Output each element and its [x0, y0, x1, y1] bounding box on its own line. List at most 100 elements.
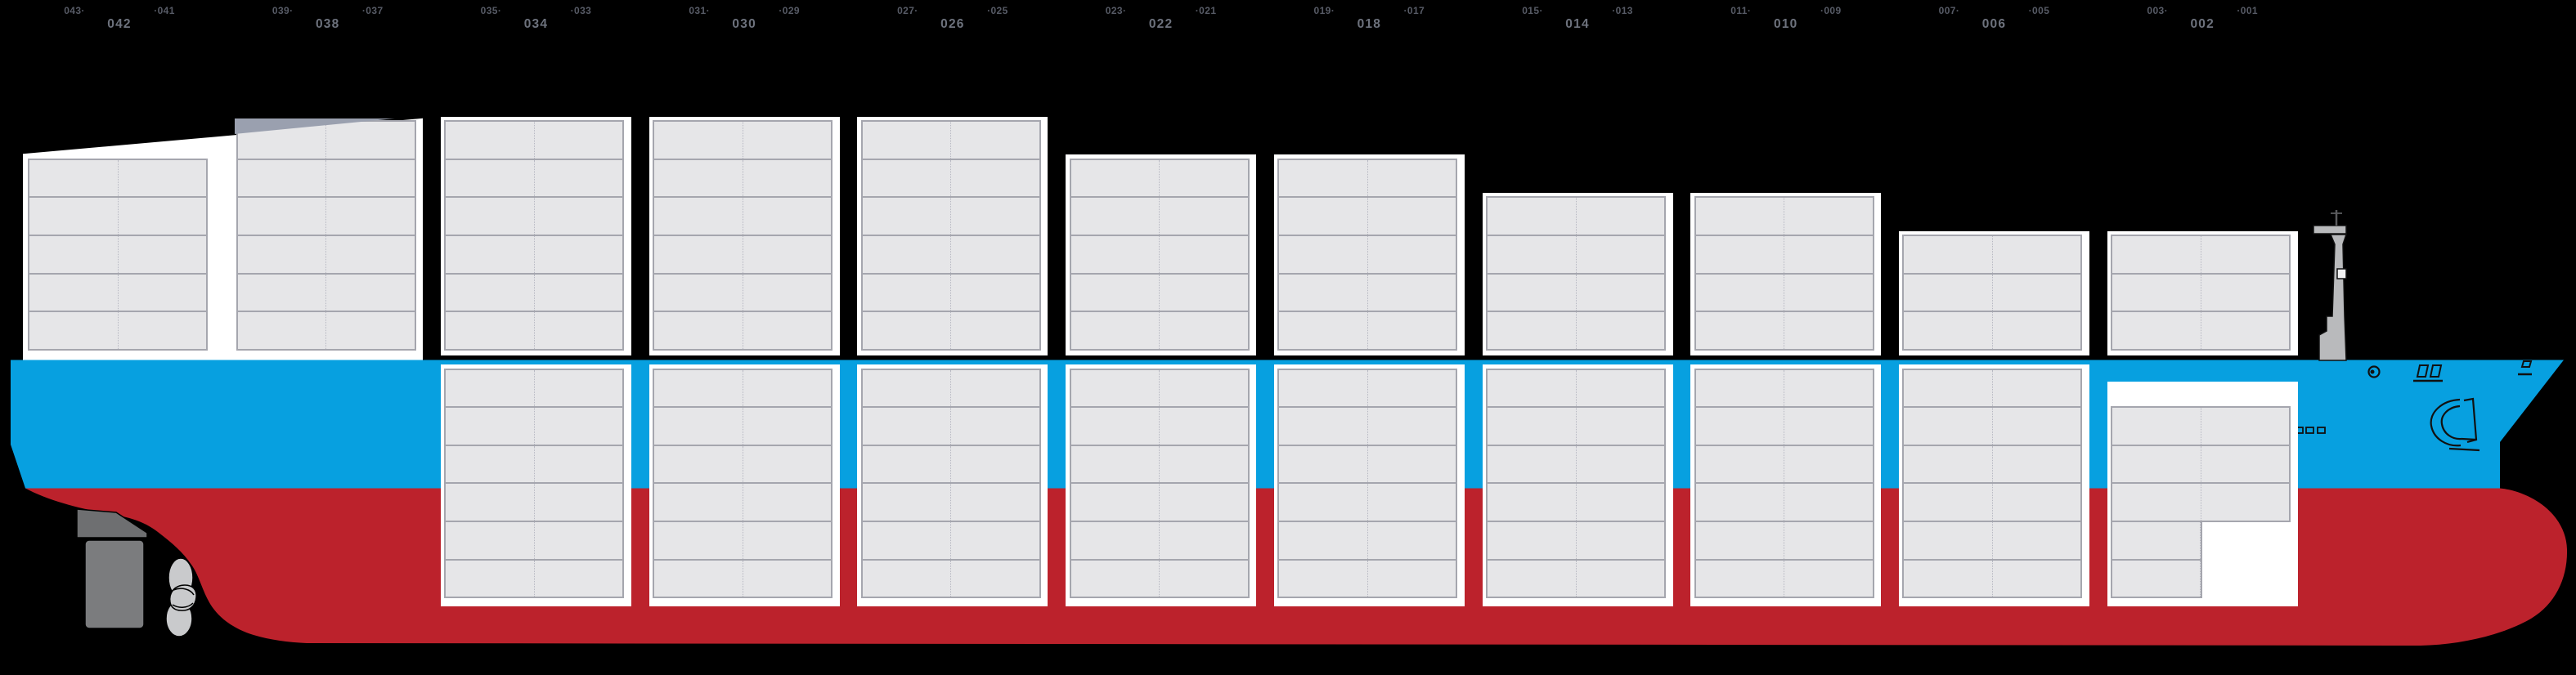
bay-006-deck-stack[interactable]: [1898, 230, 2089, 356]
container-tier: [1486, 406, 1667, 446]
container-tier: [1277, 482, 1458, 523]
container-tier: [1069, 558, 1250, 599]
container-tier: [860, 158, 1041, 199]
container-slot-fwd: [951, 484, 1039, 521]
container-tier: [1902, 368, 2083, 409]
bay-002-hold-stack[interactable]: [2107, 382, 2298, 606]
container-slot-aft: [1071, 236, 1160, 273]
container-tier: [653, 196, 833, 236]
bay-034-hold-stack[interactable]: [440, 364, 631, 606]
bay-014-hold-stack[interactable]: [1482, 364, 1673, 606]
container-tier: [1694, 235, 1874, 275]
container-slot-aft: [654, 159, 743, 197]
container-slot-fwd: [1784, 484, 1873, 521]
container-slot-aft: [1696, 274, 1785, 311]
container-slot-fwd: [1577, 275, 1665, 311]
container-slot-aft: [1488, 198, 1577, 235]
container-slot-aft: [1904, 484, 1993, 521]
container-tier: [2111, 482, 2291, 523]
bay-022-hold-stack[interactable]: [1066, 364, 1257, 606]
bay-010-deck-stack[interactable]: [1690, 192, 1882, 356]
container-slot-fwd: [1577, 312, 1665, 349]
bay-label-odd-aft: 035·: [480, 5, 502, 16]
bay-018-deck-stack[interactable]: [1273, 154, 1465, 356]
container-tier: [236, 158, 416, 199]
container-slot-aft: [1071, 445, 1160, 483]
bay-label-odd-fwd: ·041: [154, 5, 175, 16]
container-slot-aft: [1904, 369, 1993, 407]
container-tier: [1277, 272, 1458, 313]
container-slot-aft: [446, 484, 535, 521]
bay-label-odd-aft: 011·: [1730, 5, 1752, 16]
bay-026-deck-stack[interactable]: [857, 116, 1048, 356]
bay-034-deck-stack[interactable]: [440, 116, 631, 356]
bay-label-odd-fwd: ·013: [1612, 5, 1633, 16]
bay-038-deck-stack[interactable]: [234, 118, 418, 352]
container-slot-fwd: [1993, 370, 2081, 407]
container-slot-aft: [863, 408, 952, 445]
bay-label-even: 006: [1981, 17, 2007, 31]
container-tier: [860, 311, 1041, 351]
container-slot-fwd: [535, 408, 623, 445]
bay-018-hold-stack[interactable]: [1273, 364, 1465, 606]
container-slot-aft: [1071, 522, 1160, 559]
container-slot-aft: [2112, 236, 2201, 273]
container-slot-aft: [446, 560, 535, 597]
container-tier: [1069, 272, 1250, 313]
hold-container-grid: [1277, 368, 1458, 599]
container-slot-aft: [1696, 408, 1785, 445]
container-slot-aft: [1904, 560, 1993, 597]
container-slot-aft: [1696, 560, 1785, 597]
bay-030-deck-stack[interactable]: [648, 116, 840, 356]
bay-label-odd-aft: 043·: [64, 5, 85, 16]
container-slot-aft: [1279, 159, 1368, 197]
bay-label-even: 002: [2190, 17, 2215, 31]
container-slot-fwd: [1577, 522, 1665, 559]
deck-container-grid: [860, 120, 1041, 351]
container-slot-fwd: [743, 408, 832, 445]
deck-container-grid: [1277, 158, 1458, 351]
container-slot-aft: [2112, 274, 2201, 311]
container-tier: [1694, 482, 1874, 523]
container-slot-fwd: [119, 160, 207, 197]
container-slot-aft: [1071, 274, 1160, 311]
container-slot-fwd: [743, 484, 832, 521]
container-tier: [1694, 368, 1874, 409]
container-slot-fwd: [119, 312, 207, 349]
container-tier: [444, 521, 625, 561]
bay-label-even: 010: [1774, 17, 1798, 31]
container-slot-fwd: [1160, 561, 1248, 597]
container-tier: [1486, 196, 1667, 237]
deck-container-grid: [28, 158, 208, 351]
container-tier: [236, 196, 416, 236]
container-slot-aft: [446, 159, 535, 197]
container-slot-aft: [446, 274, 535, 311]
bay-010-hold-stack[interactable]: [1690, 364, 1882, 606]
container-tier: [2111, 521, 2203, 561]
container-tier: [1069, 406, 1250, 446]
container-slot-fwd: [2201, 275, 2290, 311]
container-slot-fwd: [1368, 236, 1456, 273]
container-slot-fwd: [326, 312, 415, 349]
bay-026-hold-stack[interactable]: [857, 364, 1048, 606]
bay-022-deck-stack[interactable]: [1066, 154, 1257, 356]
container-slot-aft: [863, 274, 952, 311]
bay-label-even: 042: [107, 17, 132, 31]
container-slot-fwd: [1368, 561, 1456, 597]
bay-014-deck-stack[interactable]: [1482, 192, 1673, 356]
container-tier: [236, 311, 416, 351]
bay-042-deck-stack[interactable]: [28, 158, 209, 352]
container-slot-fwd: [743, 561, 832, 597]
bay-006-hold-stack[interactable]: [1898, 364, 2089, 606]
bay-030-hold-stack[interactable]: [648, 364, 840, 606]
container-slot-fwd: [1784, 236, 1873, 273]
container-slot-fwd: [743, 122, 832, 159]
container-slot-aft: [1696, 312, 1785, 349]
bay-label-even: 038: [315, 17, 340, 31]
container-slot-fwd: [535, 275, 623, 311]
container-tier: [444, 406, 625, 446]
container-slot-aft: [446, 198, 535, 235]
container-slot-fwd: [1368, 484, 1456, 521]
bay-002-deck-stack[interactable]: [2107, 230, 2298, 356]
deck-container-grid: [2111, 235, 2291, 351]
